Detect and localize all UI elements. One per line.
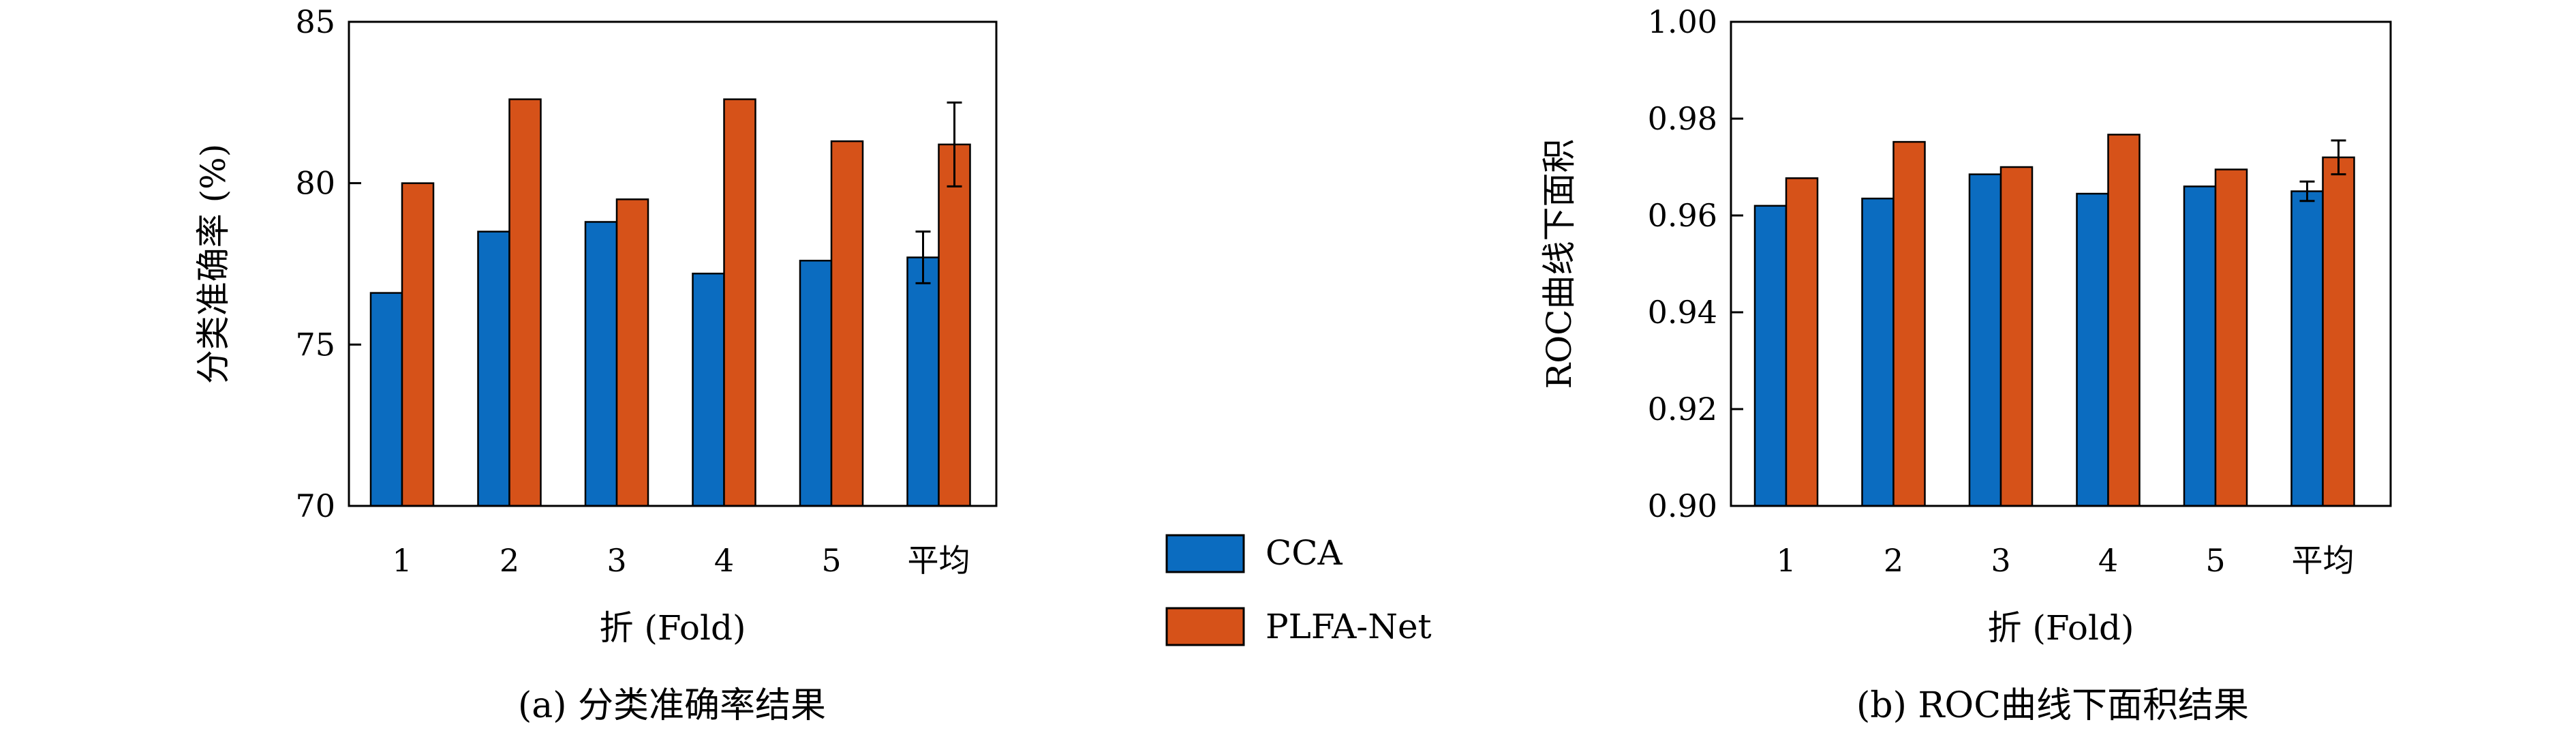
b-xtick-label-1: 2: [1884, 542, 1903, 579]
b-bar-cca-1: [1861, 197, 1895, 507]
b-ytick-label-5: 1.00: [1648, 3, 1717, 40]
b-xtick-label-5: 平均: [2292, 542, 2355, 579]
b-bar-plfa-4: [2214, 168, 2248, 507]
a-xtick-label-2: 3: [607, 542, 626, 579]
a-bar-plfa-5: [938, 143, 971, 507]
b-bar-plfa-1: [1892, 140, 1926, 507]
b-bar-cca-2: [1968, 173, 2002, 507]
a-bar-plfa-3: [723, 98, 756, 507]
a-xtick-label-4: 5: [821, 542, 841, 579]
b-caption: (b) ROC曲线下面积结果: [1856, 685, 2249, 726]
b-ytick-label-4: 0.98: [1648, 100, 1717, 137]
a-bar-cca-4: [799, 260, 833, 507]
b-plot-frame: [1730, 20, 2392, 507]
a-xtick-label-5: 平均: [908, 542, 970, 579]
a-yaxis-label: 分类准确率 (%): [194, 144, 233, 384]
chart-b-roc-auc: 1 2 3 4 5 平均 0.90 0.92 0.94 0.96 0.98 1.00 折 (Fold) R…: [1539, 3, 2392, 726]
a-ytick-label-2: 80: [295, 165, 335, 202]
a-bar-plfa-0: [401, 182, 435, 507]
b-bar-cca-4: [2183, 185, 2217, 507]
b-xtick-label-4: 5: [2205, 542, 2225, 579]
b-xtick-label-3: 4: [2098, 542, 2118, 579]
legend-label-plfa: PLFA-Net: [1266, 607, 1432, 646]
legend-label-cca: CCA: [1266, 533, 1343, 573]
b-xtick-label-0: 1: [1776, 542, 1796, 579]
a-bar-cca-2: [584, 221, 618, 507]
chart-a-accuracy: 1 2 3 4 5 平均 70 75 80 85 折 (Fold) 分类准确率 (%) (a) 分类准确…: [194, 3, 998, 726]
b-yaxis-label: ROC曲线下面积: [1539, 139, 1579, 389]
b-xtick-label-2: 3: [1991, 542, 2010, 579]
a-bar-plfa-4: [830, 140, 864, 507]
b-xaxis-label: 折 (Fold): [1988, 608, 2134, 648]
a-bar-plfa-2: [615, 198, 649, 507]
b-bar-cca-5: [2290, 190, 2324, 507]
b-bar-plfa-3: [2107, 134, 2141, 507]
legend-swatch-cca: [1165, 534, 1245, 573]
a-ytick-label-3: 85: [295, 3, 335, 40]
b-ytick-label-2: 0.94: [1648, 294, 1717, 331]
a-ytick-label-1: 75: [295, 326, 335, 363]
a-bar-cca-1: [477, 230, 510, 507]
a-plot-frame: [348, 20, 998, 507]
b-bar-cca-3: [2076, 192, 2109, 507]
a-bar-plfa-1: [508, 98, 542, 507]
a-bar-cca-0: [369, 292, 403, 507]
b-ytick-label-1: 0.92: [1648, 391, 1717, 427]
legend-swatch-plfa: [1165, 607, 1245, 646]
a-bar-cca-3: [692, 272, 725, 507]
b-bar-plfa-0: [1785, 177, 1819, 507]
b-bar-plfa-5: [2322, 156, 2355, 507]
b-bar-cca-0: [1753, 205, 1788, 507]
a-bar-cca-5: [906, 256, 940, 507]
b-ytick-label-0: 0.90: [1648, 487, 1717, 524]
a-xtick-label-0: 1: [392, 542, 412, 579]
a-xtick-label-1: 2: [500, 542, 519, 579]
a-ytick-label-0: 70: [295, 487, 335, 524]
legend: CCA PLFA-Net: [1165, 533, 1432, 646]
a-xaxis-label: 折 (Fold): [600, 608, 746, 648]
b-ytick-label-3: 0.96: [1648, 197, 1717, 234]
b-bar-plfa-2: [1999, 166, 2034, 507]
a-caption: (a) 分类准确率结果: [518, 685, 826, 726]
a-xtick-label-3: 4: [714, 542, 734, 579]
